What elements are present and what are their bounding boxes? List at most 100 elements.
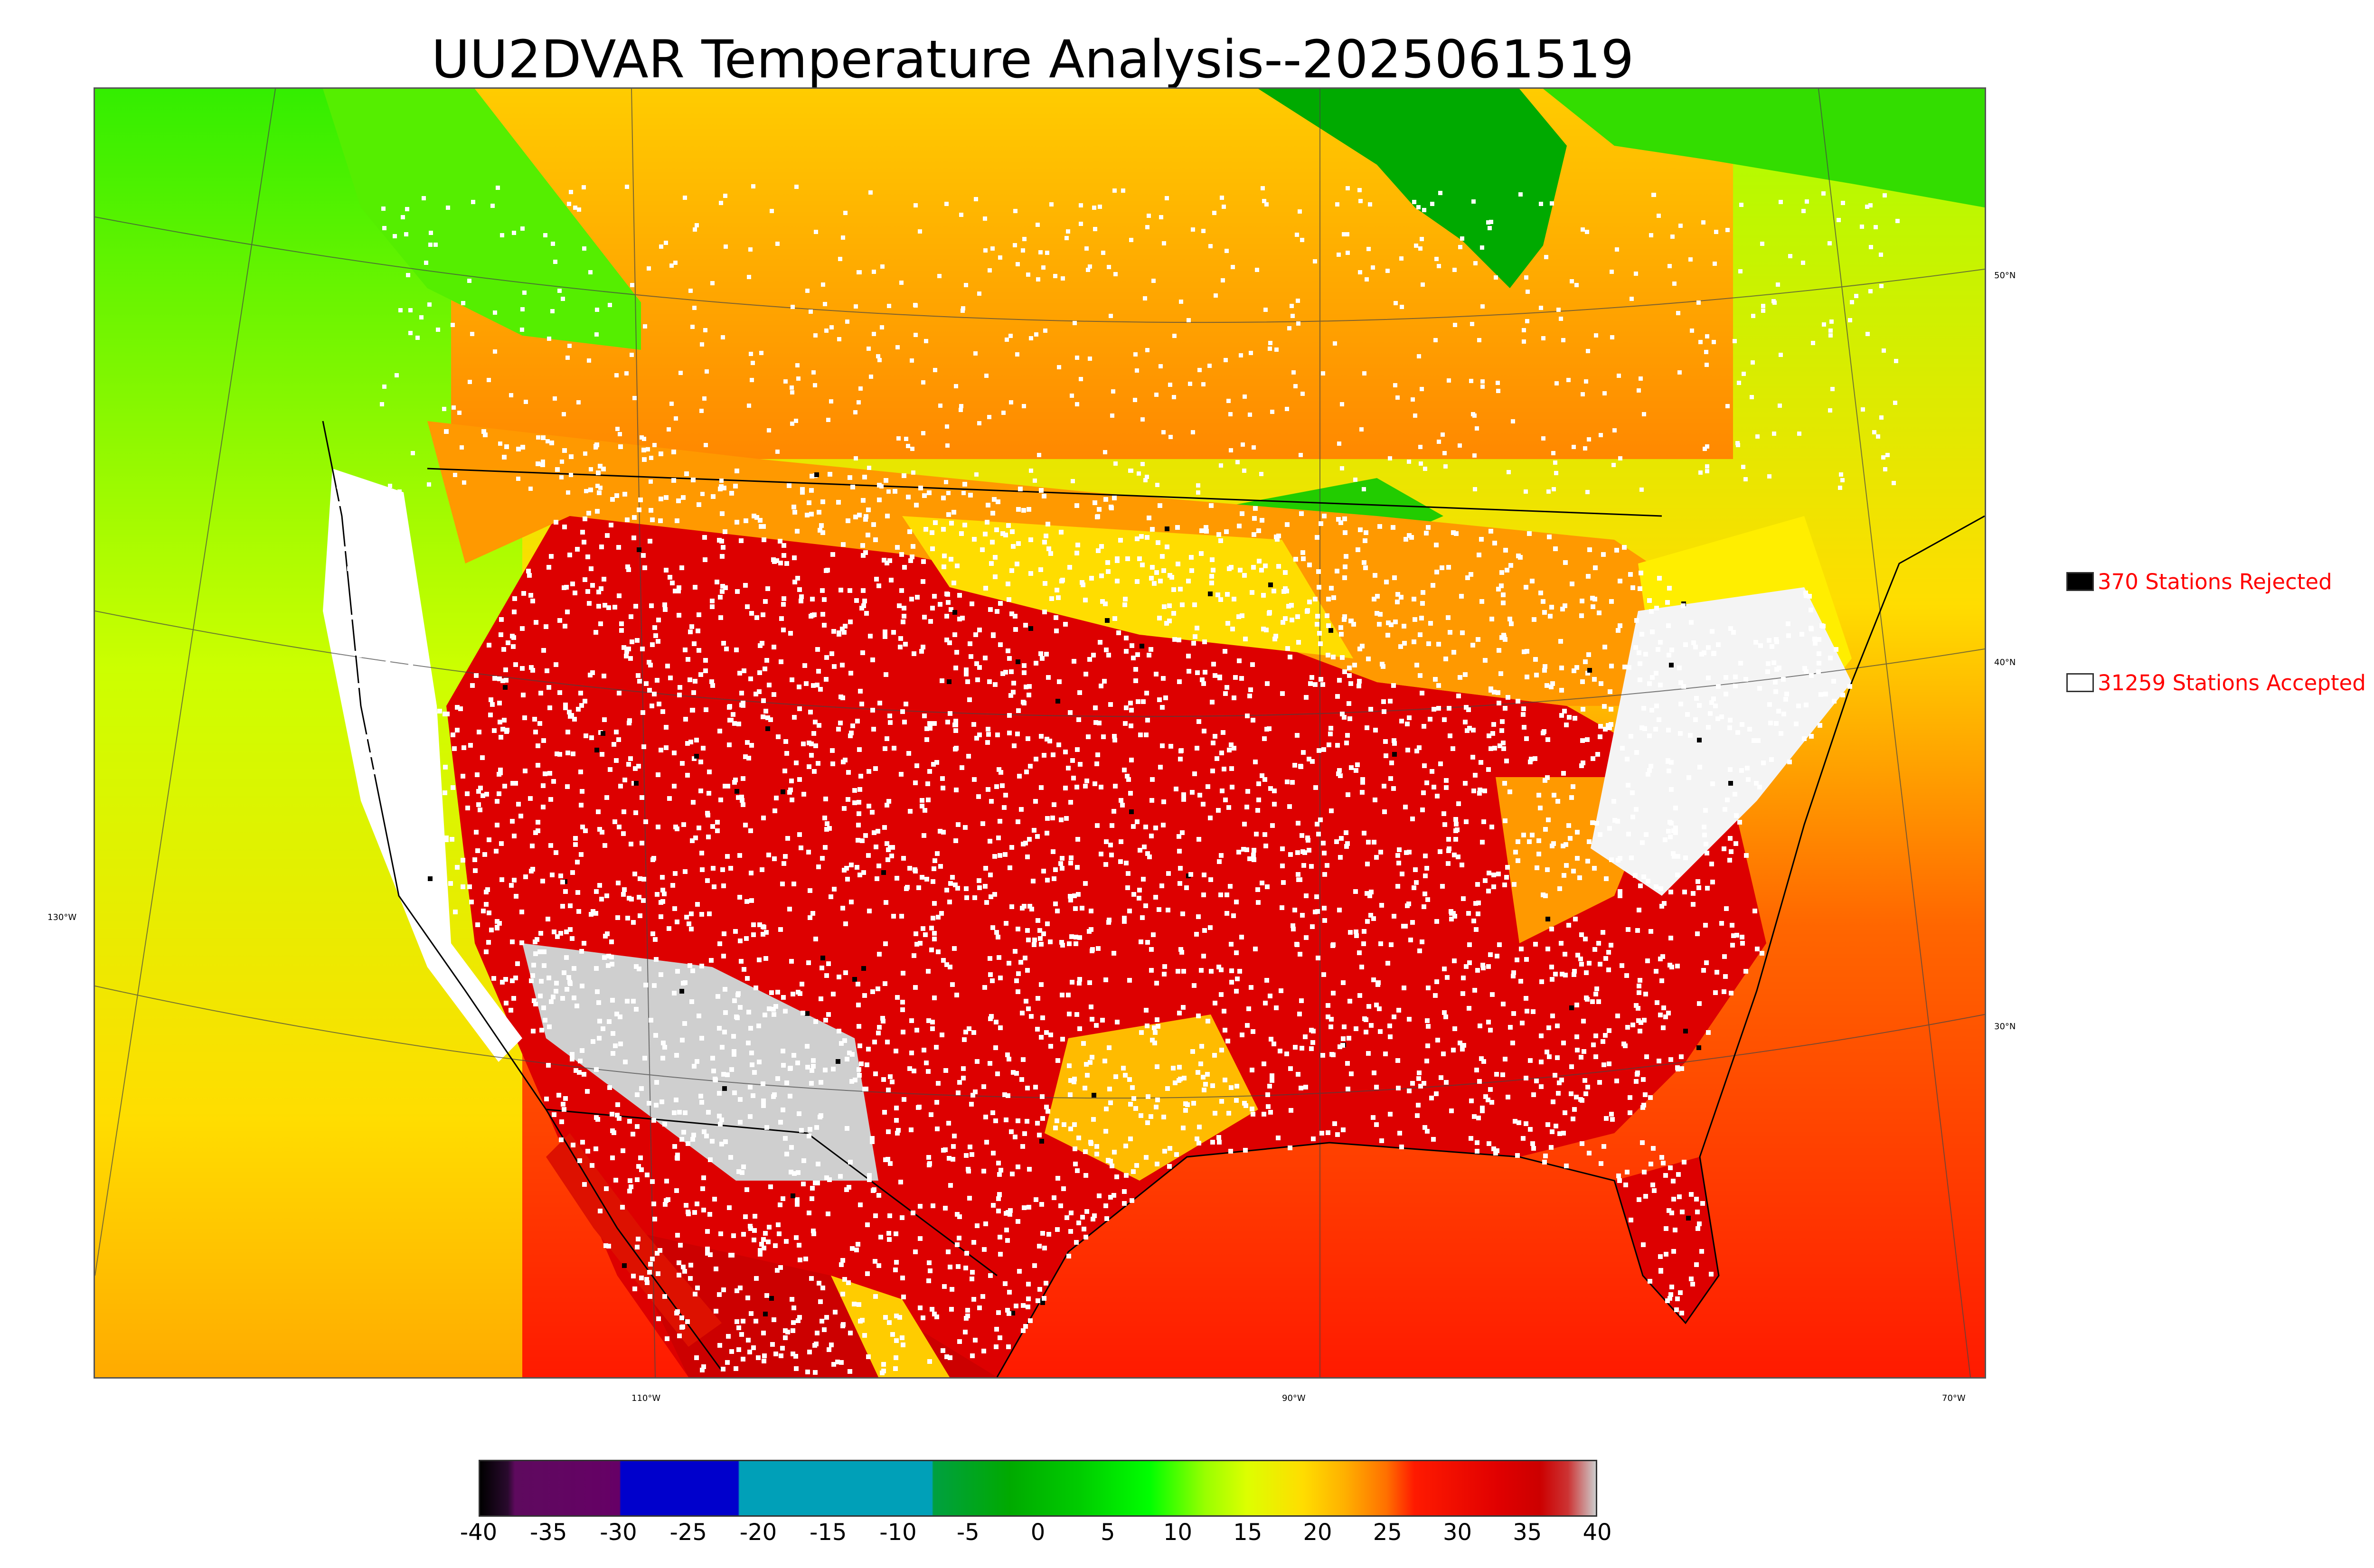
station-marker	[1229, 942, 1234, 947]
station-marker	[1048, 939, 1053, 944]
station-marker	[1143, 825, 1148, 829]
station-marker	[1508, 563, 1513, 568]
station-marker	[1547, 535, 1552, 539]
station-marker	[996, 499, 1000, 504]
station-marker	[1199, 968, 1204, 973]
station-marker	[1013, 949, 1017, 954]
station-marker	[620, 1205, 625, 1210]
station-marker	[538, 691, 543, 695]
station-marker	[376, 626, 380, 630]
station-marker	[500, 980, 505, 985]
station-marker	[1022, 904, 1027, 909]
station-marker	[1039, 734, 1044, 739]
station-marker	[706, 835, 711, 839]
station-marker	[550, 873, 555, 877]
station-marker	[852, 977, 857, 982]
station-marker	[1011, 1070, 1016, 1075]
station-marker	[364, 802, 368, 807]
station-marker	[1575, 1048, 1580, 1052]
station-marker	[1591, 756, 1595, 761]
station-marker	[1569, 795, 1574, 800]
station-marker	[1651, 1146, 1656, 1151]
station-marker	[965, 1308, 970, 1313]
station-marker	[815, 1331, 820, 1335]
station-marker	[936, 1081, 941, 1086]
station-marker	[1654, 606, 1659, 610]
station-marker	[1008, 1208, 1013, 1213]
station-marker	[1077, 935, 1082, 940]
station-marker	[544, 1097, 549, 1101]
station-marker	[1446, 615, 1451, 620]
station-marker	[499, 617, 504, 622]
station-marker	[932, 995, 937, 1000]
station-marker	[926, 1018, 931, 1023]
station-marker	[585, 1089, 590, 1094]
station-marker	[349, 615, 354, 620]
station-marker	[745, 976, 750, 981]
station-marker	[1807, 594, 1812, 599]
station-marker	[1699, 1249, 1704, 1254]
station-marker	[606, 605, 611, 610]
station-marker	[1060, 578, 1065, 582]
station-marker	[1110, 1164, 1114, 1168]
station-marker	[1068, 898, 1073, 902]
station-marker	[1158, 579, 1163, 583]
station-marker	[1115, 558, 1120, 563]
station-marker	[1006, 1344, 1011, 1349]
station-marker	[814, 472, 819, 477]
station-marker	[845, 1126, 849, 1131]
station-marker	[1357, 647, 1362, 651]
station-marker	[858, 689, 863, 694]
station-marker	[739, 1332, 744, 1337]
station-marker	[796, 990, 801, 995]
station-marker	[850, 485, 855, 489]
station-marker	[1451, 650, 1456, 655]
station-marker	[1296, 877, 1301, 882]
station-marker	[1139, 1030, 1144, 1035]
station-marker	[618, 1042, 623, 1046]
station-marker	[1672, 854, 1677, 859]
station-marker	[828, 472, 832, 477]
station-marker	[386, 616, 391, 621]
station-marker	[699, 912, 704, 917]
station-marker	[641, 710, 645, 715]
station-marker	[1219, 853, 1224, 858]
station-marker	[1272, 789, 1277, 793]
station-marker	[1423, 854, 1428, 858]
graticule	[95, 89, 1985, 1377]
station-marker	[597, 490, 602, 495]
station-marker	[739, 795, 744, 799]
station-marker	[685, 1319, 690, 1324]
station-marker	[1272, 802, 1277, 807]
station-marker	[461, 858, 465, 863]
station-marker	[694, 754, 699, 759]
station-marker	[633, 810, 638, 815]
station-marker	[1491, 873, 1496, 877]
station-marker	[784, 1239, 789, 1244]
station-marker	[594, 889, 599, 894]
station-marker	[1156, 1024, 1160, 1029]
station-marker	[1171, 587, 1176, 592]
station-marker	[820, 1286, 825, 1290]
station-marker	[970, 1152, 974, 1157]
station-marker	[764, 1293, 769, 1298]
station-marker	[667, 926, 671, 931]
station-marker	[701, 1175, 706, 1180]
station-marker	[1391, 525, 1395, 530]
station-marker	[727, 742, 732, 747]
temperature-map[interactable]	[94, 87, 1986, 1379]
station-marker	[541, 783, 546, 788]
station-marker	[1438, 849, 1442, 854]
station-marker	[1256, 528, 1261, 533]
station-marker	[1288, 1145, 1292, 1150]
station-marker	[1176, 969, 1180, 974]
station-marker	[1477, 553, 1481, 557]
station-marker	[432, 726, 437, 731]
station-marker	[1119, 798, 1123, 803]
station-marker	[1516, 858, 1520, 863]
station-marker	[1158, 765, 1163, 770]
station-marker	[813, 937, 818, 941]
hudson-bay-green	[1258, 89, 1567, 288]
station-marker	[917, 1105, 922, 1109]
station-marker	[1309, 1046, 1314, 1051]
